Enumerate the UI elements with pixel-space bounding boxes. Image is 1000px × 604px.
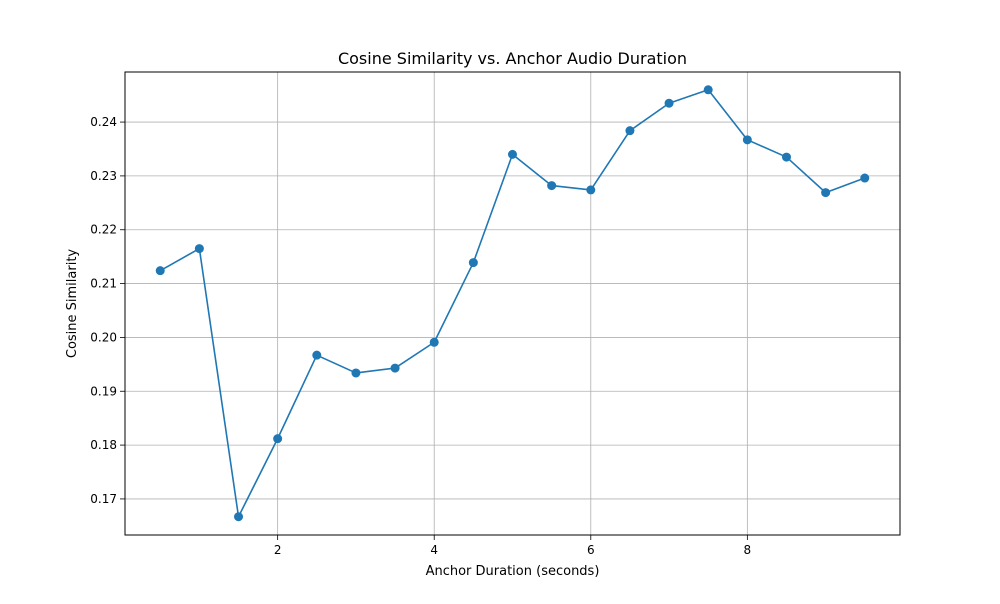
x-tick-label: 6 <box>587 543 595 557</box>
grid-lines <box>125 72 900 535</box>
y-axis-ticks: 0.17 0.18 0.19 0.20 0.21 0.22 0.23 0.24 <box>90 115 125 506</box>
x-axis-ticks: 2 4 6 8 <box>274 535 751 557</box>
chart-title: Cosine Similarity vs. Anchor Audio Durat… <box>338 49 687 68</box>
data-point <box>821 188 831 198</box>
data-point <box>234 512 244 522</box>
y-tick-label: 0.21 <box>90 277 117 291</box>
data-point <box>508 149 517 159</box>
data-point <box>273 434 283 444</box>
y-tick-label: 0.22 <box>90 223 117 237</box>
x-tick-label: 8 <box>744 543 752 557</box>
data-point <box>390 363 400 373</box>
y-tick-label: 0.18 <box>90 438 117 452</box>
data-point <box>703 85 713 95</box>
data-point <box>860 173 870 183</box>
y-tick-label: 0.20 <box>90 330 117 344</box>
y-tick-label: 0.24 <box>90 115 117 129</box>
data-point <box>625 126 635 136</box>
data-point <box>194 244 204 254</box>
data-point <box>586 185 596 195</box>
data-point <box>155 266 165 276</box>
data-point <box>664 98 674 108</box>
y-axis-label: Cosine Similarity <box>65 249 80 359</box>
data-point <box>742 135 752 145</box>
y-tick-label: 0.19 <box>90 384 117 398</box>
plot-area-frame <box>124 71 901 536</box>
y-tick-label: 0.17 <box>90 492 117 506</box>
x-tick-label: 2 <box>274 543 282 557</box>
data-point <box>429 337 439 347</box>
data-point <box>351 368 361 378</box>
series-layer <box>155 85 870 522</box>
y-tick-label: 0.23 <box>90 169 117 183</box>
data-point <box>312 350 322 360</box>
data-point <box>781 152 791 162</box>
data-point <box>468 258 478 268</box>
x-axis-label: Anchor Duration (seconds) <box>426 564 600 579</box>
data-point <box>547 181 557 191</box>
x-tick-label: 4 <box>430 543 438 557</box>
